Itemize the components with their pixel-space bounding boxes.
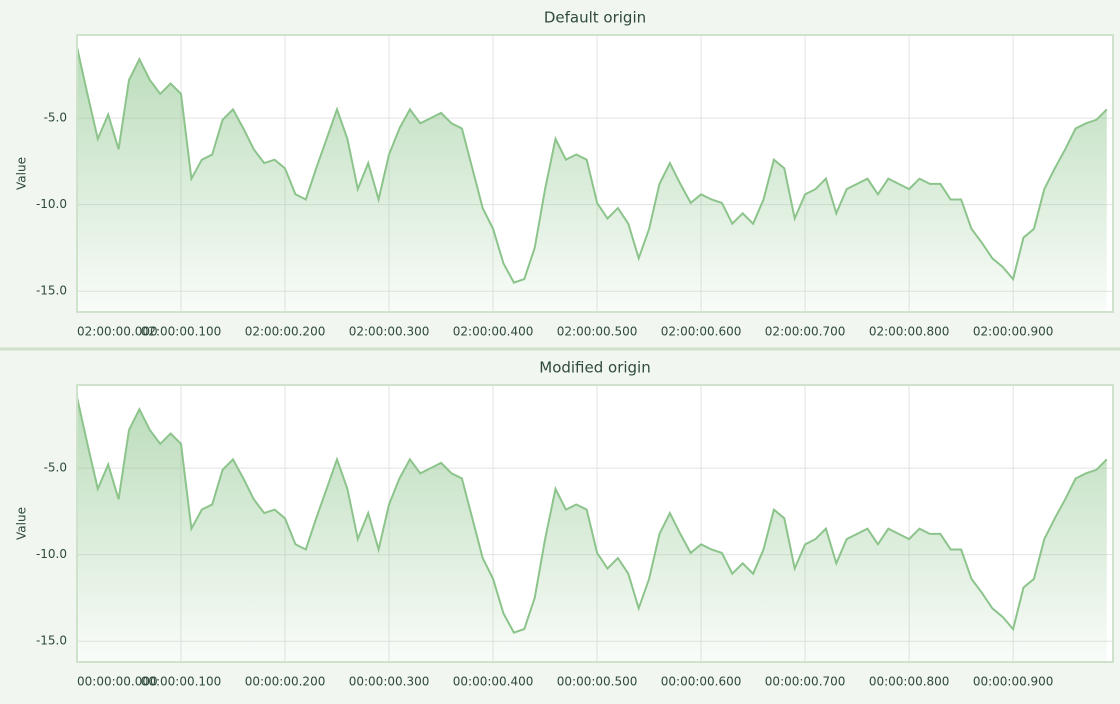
y-tick-label: -15.0 [36, 284, 67, 298]
plot-border [76, 384, 1114, 663]
x-tick-label: 00:00:00.900 [973, 675, 1054, 689]
y-tick-label: -5.0 [44, 461, 67, 475]
x-tick-label: 00:00:00.000 [77, 675, 158, 689]
x-tick-label: 02:00:00.400 [453, 325, 534, 339]
x-tick-label: 00:00:00.300 [349, 675, 430, 689]
area-line [76, 46, 1108, 284]
y-tick-label: -10.0 [36, 197, 67, 211]
area-line [76, 396, 1108, 634]
y-axis-label: Value [15, 507, 29, 540]
y-axis-label: Value [15, 157, 29, 190]
x-tick-label: 00:00:00.100 [141, 675, 222, 689]
x-tick-label: 00:00:00.400 [453, 675, 534, 689]
x-tick-label: 02:00:00.600 [661, 325, 742, 339]
x-tick-label: 02:00:00.700 [765, 325, 846, 339]
plot-border [76, 34, 1114, 313]
x-tick-label: 02:00:00.500 [557, 325, 638, 339]
area-fill [77, 397, 1107, 662]
chart-title: Default origin [544, 9, 646, 27]
x-tick-label: 00:00:00.200 [245, 675, 326, 689]
x-tick-label: 02:00:00.200 [245, 325, 326, 339]
area-fill [77, 47, 1107, 312]
y-tick-label: -15.0 [36, 634, 67, 648]
x-tick-label: 00:00:00.700 [765, 675, 846, 689]
y-tick-label: -5.0 [44, 111, 67, 125]
y-tick-label: -10.0 [36, 547, 67, 561]
x-tick-label: 02:00:00.000 [77, 325, 158, 339]
chart-title: Modified origin [539, 359, 650, 377]
x-tick-label: 00:00:00.600 [661, 675, 742, 689]
x-tick-label: 02:00:00.300 [349, 325, 430, 339]
x-tick-label: 02:00:00.900 [973, 325, 1054, 339]
x-tick-label: 02:00:00.800 [869, 325, 950, 339]
x-tick-label: 00:00:00.500 [557, 675, 638, 689]
x-tick-label: 00:00:00.800 [869, 675, 950, 689]
x-tick-label: 02:00:00.100 [141, 325, 222, 339]
